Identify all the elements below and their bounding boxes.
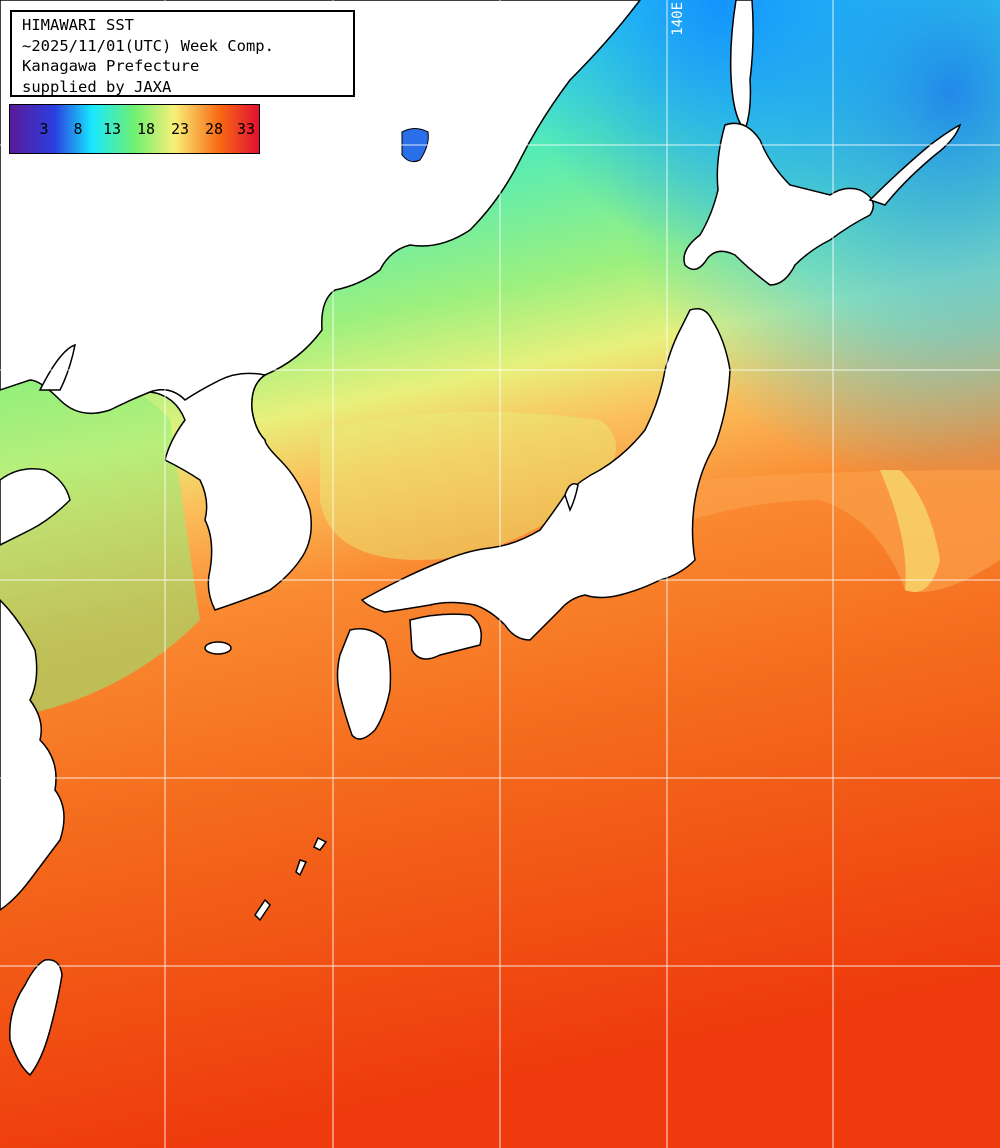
land-taiwan: [9, 959, 63, 1077]
cool-eddy: [880, 470, 940, 592]
scale-tick-label: 28: [204, 120, 224, 138]
yellow-sea-field: [0, 375, 200, 720]
info-source: supplied by JAXA: [22, 77, 172, 96]
land-liaodong: [38, 343, 76, 391]
temperature-color-scale: 3 8 13 18 23 28 33: [9, 104, 260, 154]
longitude-label-140e: 140E: [670, 2, 686, 36]
map-info-box: HIMAWARI SST ~2025/11/01(UTC) Week Comp.…: [10, 10, 355, 97]
color-scale-bar: [10, 105, 259, 153]
scale-tick-label: 8: [73, 120, 83, 138]
scale-tick-label: 13: [102, 120, 122, 138]
land-hokkaido: [683, 122, 875, 286]
sea-of-japan-south: [320, 412, 616, 560]
scale-tick-label: 33: [236, 120, 256, 138]
land-shandong: [0, 468, 71, 546]
info-date: ~2025/11/01(UTC) Week Comp.: [22, 36, 274, 55]
land-china-coast: [0, 598, 65, 911]
land-shikoku: [409, 613, 482, 660]
scale-tick-label: 3: [39, 120, 49, 138]
land-noto: [564, 483, 579, 512]
land-kyushu: [336, 628, 392, 740]
scale-tick-label: 23: [170, 120, 190, 138]
scale-tick-label: 18: [136, 120, 156, 138]
info-region: Kanagawa Prefecture: [22, 57, 200, 75]
color-scale-labels: 3 8 13 18 23 28 33: [10, 105, 259, 153]
land-korea: [149, 372, 312, 611]
latitude-label-30n: 30N: [14, 354, 40, 370]
land-jeju: [204, 641, 232, 655]
land-ryukyu: [254, 836, 328, 922]
info-title: HIMAWARI SST: [22, 16, 134, 34]
